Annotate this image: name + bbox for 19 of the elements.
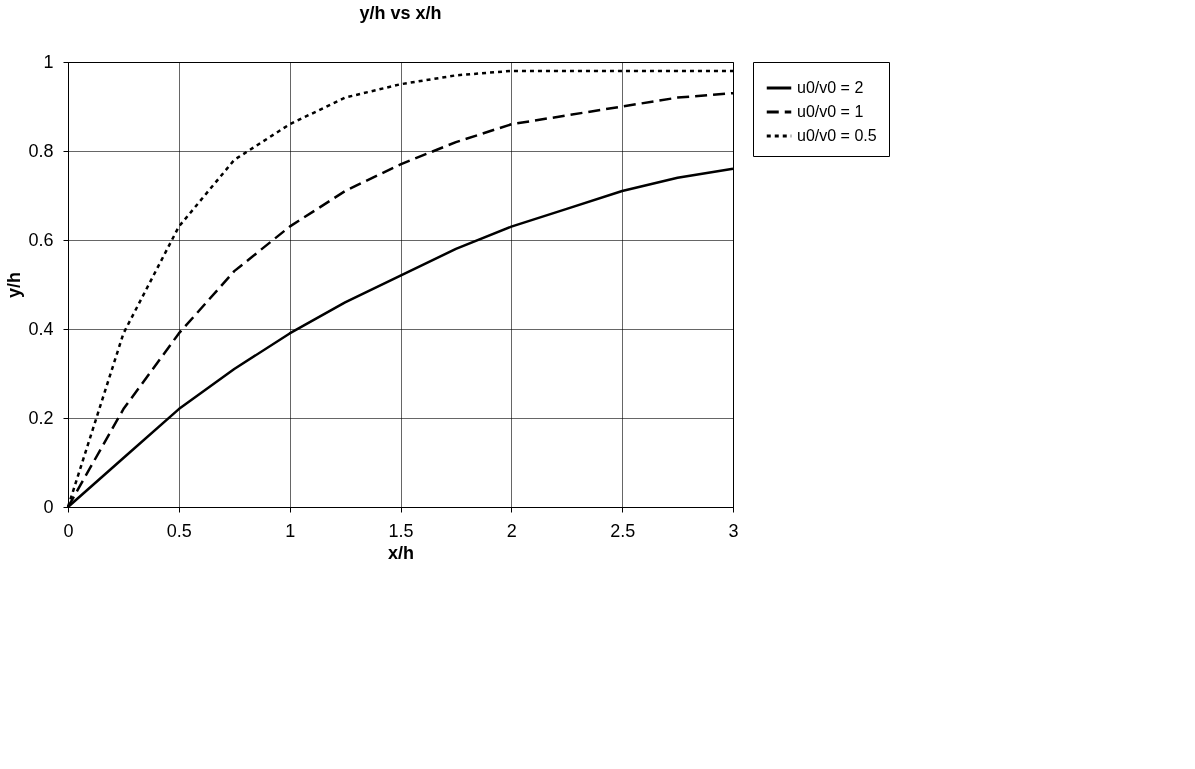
y-tick-label: 1 — [43, 51, 54, 72]
x-tick-label: 1.5 — [388, 520, 414, 541]
y-tick-label: 0.8 — [28, 140, 54, 161]
chart-title: y/h vs x/h — [359, 3, 442, 23]
legend-label: u0/v0 = 1 — [797, 103, 864, 120]
x-tick-label: 0 — [63, 520, 74, 541]
y-tick-label: 0 — [43, 496, 54, 517]
y-tick-label: 0.4 — [28, 318, 54, 339]
legend-label: u0/v0 = 2 — [797, 79, 864, 96]
x-axis-title: x/h — [387, 542, 415, 563]
x-tick-label: 2.5 — [610, 520, 636, 541]
x-tick-label: 2 — [506, 520, 517, 541]
y-axis-title: y/h — [4, 271, 25, 299]
y-tick-label: 0.6 — [28, 229, 54, 250]
x-tick-label: 0.5 — [166, 520, 192, 541]
y-tick-label: 0.2 — [28, 407, 54, 428]
x-tick-label: 1 — [285, 520, 296, 541]
legend-label: u0/v0 = 0.5 — [797, 127, 877, 144]
x-tick-label: 3 — [728, 520, 739, 541]
